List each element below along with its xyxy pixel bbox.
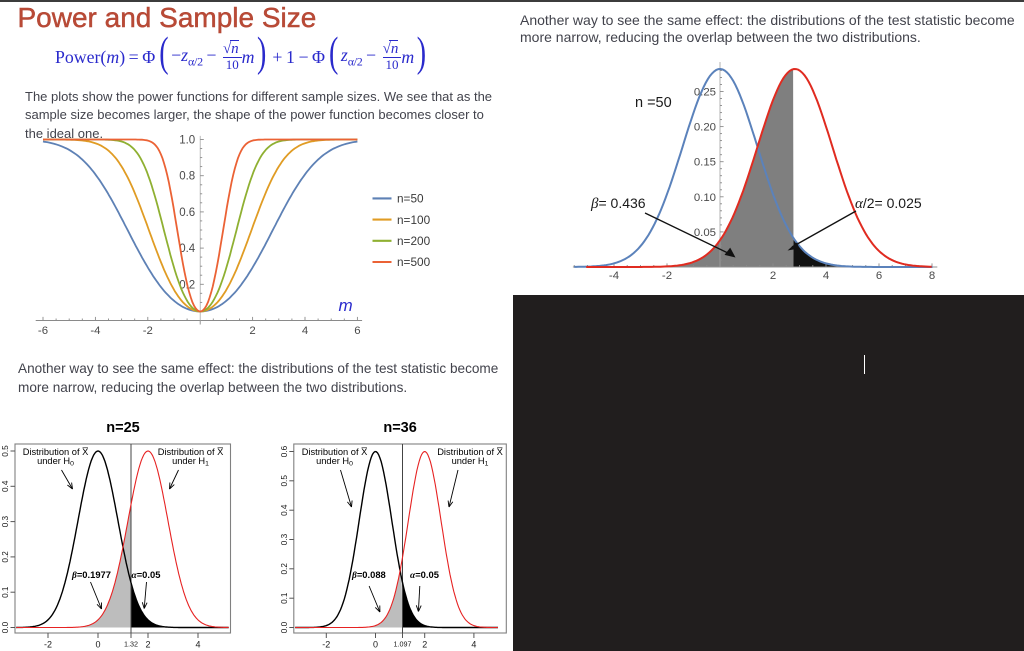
- svg-text:α=0.05: α=0.05: [132, 569, 161, 581]
- svg-text:0.8: 0.8: [179, 171, 195, 183]
- svg-text:0.3: 0.3: [280, 533, 289, 545]
- svg-text:under H1: under H1: [172, 456, 209, 468]
- svg-text:-6: -6: [38, 325, 48, 337]
- svg-text:-4: -4: [609, 270, 619, 282]
- svg-text:0.4: 0.4: [280, 504, 289, 516]
- svg-text:m: m: [339, 296, 353, 315]
- svg-text:-2: -2: [662, 270, 672, 282]
- svg-text:β= 0.436: β= 0.436: [590, 195, 646, 212]
- svg-text:6: 6: [354, 325, 360, 337]
- svg-text:n=50: n=50: [397, 192, 424, 206]
- svg-text:2: 2: [422, 640, 427, 650]
- svg-text:β=0.1977: β=0.1977: [71, 569, 111, 581]
- svg-text:Distribution of X̅: Distribution of X̅: [158, 447, 224, 457]
- svg-text:under H0: under H0: [37, 456, 74, 468]
- svg-text:4: 4: [302, 325, 308, 337]
- svg-text:Distribution of X̅: Distribution of X̅: [302, 447, 368, 457]
- svg-text:0.25: 0.25: [694, 87, 716, 99]
- svg-text:-2: -2: [322, 640, 330, 650]
- svg-text:-2: -2: [143, 325, 153, 337]
- svg-text:Distribution of X̅: Distribution of X̅: [23, 447, 89, 457]
- svg-text:0.5: 0.5: [1, 445, 10, 457]
- svg-text:-4: -4: [90, 325, 100, 337]
- svg-text:0.05: 0.05: [694, 227, 716, 239]
- svg-text:α/2= 0.025: α/2= 0.025: [855, 195, 922, 212]
- svg-text:0.10: 0.10: [694, 192, 716, 204]
- svg-text:0.15: 0.15: [694, 157, 716, 169]
- svg-text:4: 4: [471, 640, 476, 650]
- svg-text:2: 2: [770, 270, 776, 282]
- svg-text:0.6: 0.6: [179, 207, 195, 219]
- svg-text:0.1: 0.1: [1, 586, 10, 598]
- svg-text:α=0.05: α=0.05: [410, 569, 439, 581]
- svg-text:n=36: n=36: [383, 420, 416, 436]
- svg-text:2: 2: [145, 640, 150, 650]
- svg-text:0.6: 0.6: [280, 445, 289, 457]
- svg-text:n =50: n =50: [635, 95, 672, 111]
- svg-text:n=500: n=500: [397, 255, 431, 269]
- svg-text:1.097: 1.097: [394, 640, 412, 649]
- svg-text:4: 4: [195, 640, 200, 650]
- svg-text:under H1: under H1: [452, 456, 489, 468]
- svg-text:0.3: 0.3: [1, 515, 10, 527]
- svg-text:6: 6: [876, 270, 882, 282]
- svg-text:0: 0: [95, 640, 100, 650]
- svg-text:4: 4: [823, 270, 829, 282]
- svg-text:n=200: n=200: [397, 234, 431, 248]
- svg-text:0: 0: [373, 640, 378, 650]
- svg-text:0.1: 0.1: [280, 592, 289, 604]
- svg-text:Distribution of X̅: Distribution of X̅: [437, 447, 503, 457]
- svg-text:0.4: 0.4: [1, 480, 10, 492]
- svg-text:0.2: 0.2: [1, 551, 10, 563]
- svg-text:n=100: n=100: [397, 213, 431, 227]
- svg-text:1.32: 1.32: [124, 640, 138, 649]
- svg-text:0.2: 0.2: [280, 563, 289, 575]
- svg-text:2: 2: [249, 325, 255, 337]
- svg-text:0.0: 0.0: [1, 621, 10, 633]
- svg-text:0.0: 0.0: [280, 621, 289, 633]
- svg-text:0.20: 0.20: [694, 122, 716, 134]
- svg-text:-2: -2: [44, 640, 52, 650]
- svg-text:n=25: n=25: [106, 420, 139, 436]
- svg-text:8: 8: [929, 270, 935, 282]
- svg-text:0.4: 0.4: [179, 243, 196, 255]
- svg-text:β=0.088: β=0.088: [351, 569, 386, 581]
- svg-text:0.5: 0.5: [280, 475, 289, 487]
- svg-text:under H0: under H0: [316, 456, 353, 468]
- svg-text:1.0: 1.0: [179, 135, 195, 147]
